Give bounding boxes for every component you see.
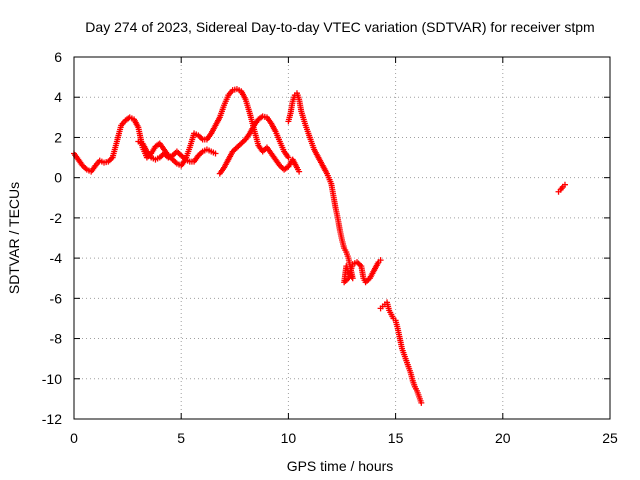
data-point <box>285 154 292 161</box>
x-tick-label: 20 <box>495 430 511 446</box>
y-tick-label: 2 <box>54 129 62 145</box>
y-tick-label: 4 <box>54 89 62 105</box>
y-tick-label: -10 <box>42 371 62 387</box>
y-tick-label: -12 <box>42 411 62 427</box>
series-arc-1 <box>71 86 303 175</box>
data-point <box>561 181 568 188</box>
data-point <box>418 399 425 406</box>
plot-frame <box>73 56 611 420</box>
data-point <box>212 150 219 157</box>
chart-title: Day 274 of 2023, Sidereal Day-to-day VTE… <box>85 19 594 35</box>
x-tick-label: 15 <box>388 430 404 446</box>
y-tick-label: -6 <box>50 290 63 306</box>
x-tick-label: 0 <box>70 430 78 446</box>
series-arc-4 <box>285 90 384 286</box>
y-tick-label: -2 <box>50 210 63 226</box>
data-marks <box>71 86 568 406</box>
y-axis-label: SDTVAR / TECUs <box>6 182 22 294</box>
data-point <box>296 168 303 175</box>
series-arc-6 <box>555 181 568 195</box>
ticks: 0 5 10 15 20 25 -12 -10 -8 -6 -4 -2 0 2 4 6 <box>42 49 618 446</box>
series-arc-5 <box>377 299 425 406</box>
x-tick-label: 5 <box>177 430 185 446</box>
y-tick-label: -8 <box>50 331 63 347</box>
x-axis-label: GPS time / hours <box>287 458 394 474</box>
y-tick-label: -4 <box>50 250 63 266</box>
y-tick-label: 0 <box>54 170 62 186</box>
x-tick-label: 25 <box>602 430 618 446</box>
x-tick-label: 10 <box>281 430 297 446</box>
data-point <box>377 257 384 264</box>
series-arc-2 <box>135 138 219 165</box>
y-tick-label: 6 <box>54 49 62 65</box>
series-arc-3 <box>216 113 292 177</box>
grid <box>74 57 610 419</box>
